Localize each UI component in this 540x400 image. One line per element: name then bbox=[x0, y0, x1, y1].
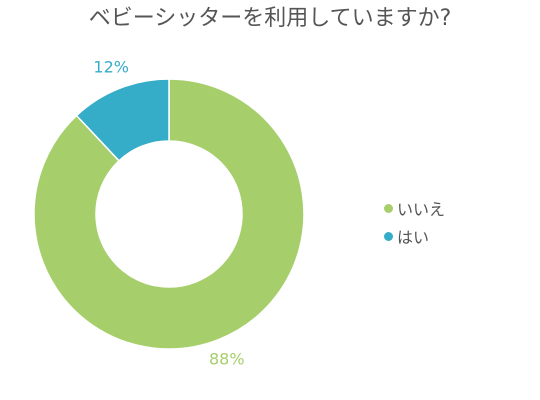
legend-item-no[interactable]: いいえ bbox=[384, 196, 445, 220]
legend-marker-no bbox=[384, 203, 393, 213]
legend-label-no: いいえ bbox=[397, 200, 446, 219]
chart-title: ベビーシッターを利用していますか? bbox=[88, 6, 452, 31]
data-label-yes: 12% bbox=[93, 58, 129, 77]
legend-marker-yes bbox=[384, 231, 393, 241]
slice-yes[interactable] bbox=[75, 78, 170, 162]
chart-legend: いいえ はい bbox=[384, 196, 445, 252]
legend-label-yes: はい bbox=[397, 228, 430, 247]
slice-no[interactable] bbox=[33, 78, 305, 350]
data-label-no: 88% bbox=[209, 349, 245, 368]
legend-item-yes[interactable]: はい bbox=[384, 224, 445, 248]
